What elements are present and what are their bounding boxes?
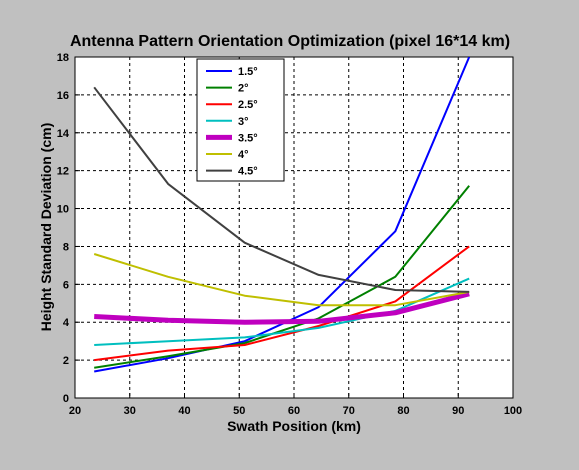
x-tick-label: 70 — [343, 405, 355, 417]
x-tick-label: 30 — [124, 405, 136, 417]
series-line — [93, 86, 470, 293]
series-lines — [93, 57, 471, 373]
legend-label: 4° — [238, 149, 249, 161]
series-line — [93, 253, 470, 307]
y-tick-label: 16 — [57, 90, 69, 102]
y-tick-label: 10 — [57, 204, 69, 216]
y-tick-label: 8 — [63, 241, 69, 253]
x-tick-label: 50 — [233, 405, 245, 417]
legend-label: 3.5° — [238, 132, 258, 144]
grid-lines — [75, 57, 513, 398]
x-tick-label: 80 — [397, 405, 409, 417]
chart-title: Antenna Pattern Orientation Optimization… — [70, 33, 510, 50]
legend-label: 4.5° — [238, 166, 258, 178]
y-tick-label: 18 — [57, 52, 69, 64]
legend-label: 2.5° — [238, 99, 258, 111]
legend-label: 2° — [238, 83, 249, 95]
series-line — [94, 277, 470, 346]
y-tick-label: 12 — [57, 166, 69, 178]
legend-label: 3° — [238, 116, 249, 128]
series-line — [94, 245, 470, 362]
series-line — [94, 291, 470, 325]
y-tick-label: 0 — [63, 393, 69, 405]
x-axis-label: Swath Position (km) — [227, 418, 361, 434]
x-tick-label: 60 — [288, 405, 300, 417]
x-axis-ticks: 20 30 40 50 60 70 80 90 100 — [69, 393, 522, 417]
y-axis-label: Height Standard Deviation (cm) — [38, 123, 54, 331]
y-tick-label: 14 — [57, 128, 70, 140]
series-line — [94, 185, 470, 369]
y-tick-label: 6 — [63, 279, 69, 291]
legend-label: 1.5° — [238, 66, 258, 78]
x-tick-label: 90 — [452, 405, 464, 417]
plot-axes: 20 30 40 50 60 70 80 90 100 0 2 4 6 8 10 12 14 16 18 — [57, 52, 522, 417]
y-axis-ticks: 0 2 4 6 8 10 12 14 16 18 — [57, 52, 80, 405]
x-tick-label: 40 — [178, 405, 190, 417]
x-tick-label: 100 — [504, 405, 522, 417]
y-tick-label: 2 — [63, 355, 69, 367]
y-tick-label: 4 — [63, 317, 70, 329]
x-tick-label: 20 — [69, 405, 81, 417]
legend: 1.5° 2° 2.5° 3° 3.5° 4° 4.5° — [196, 58, 285, 182]
